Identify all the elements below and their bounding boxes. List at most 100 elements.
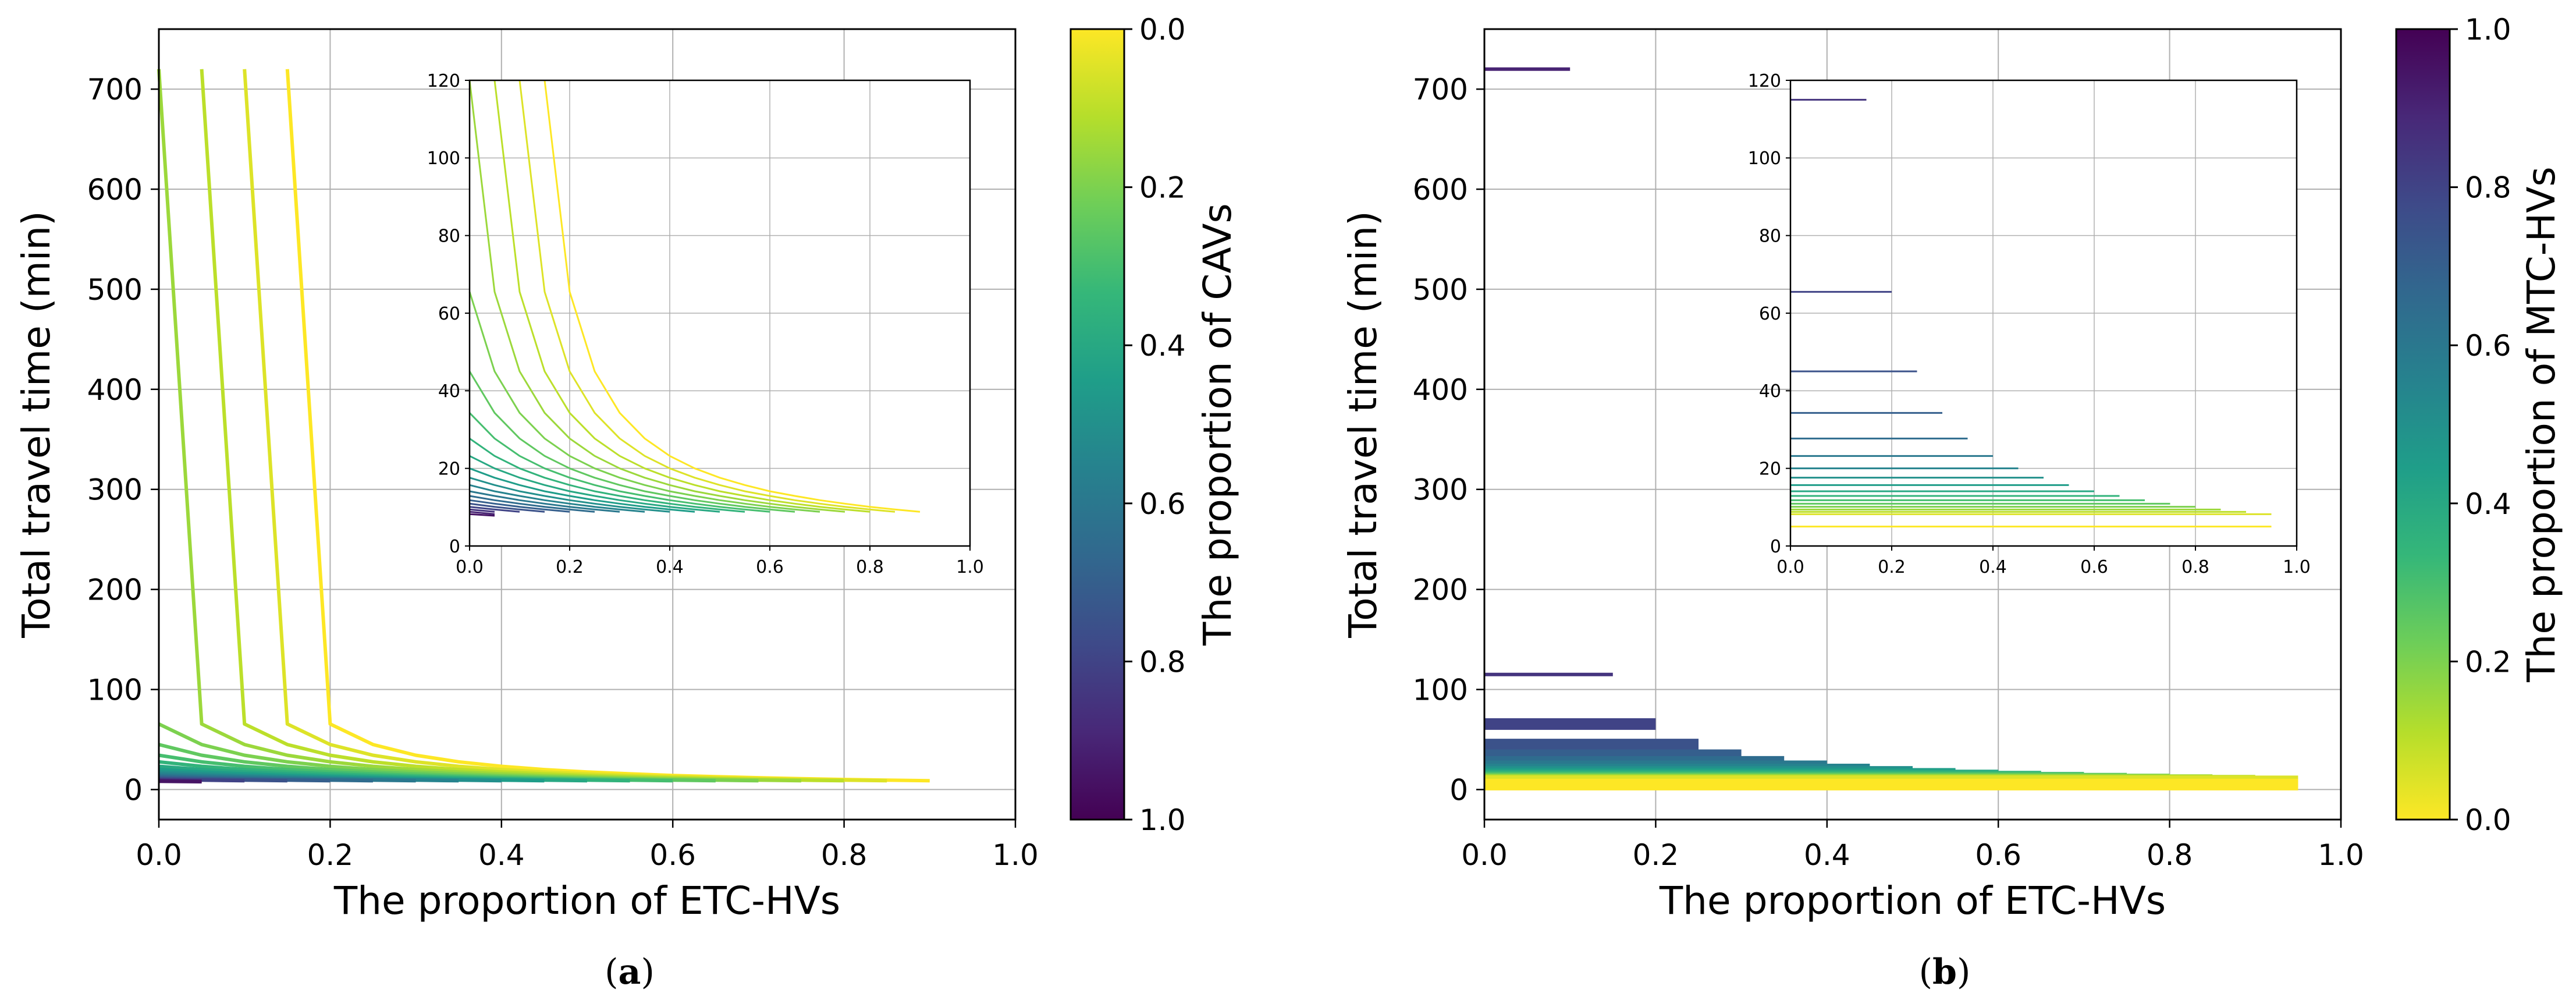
x-tick-label: 0.2 xyxy=(1878,557,1906,577)
colorbar-tick-label: 0.8 xyxy=(2465,171,2511,205)
x-tick-labels: 0.0 0.2 0.4 0.6 0.8 1.0 xyxy=(1461,820,2364,872)
y-tick-label: 60 xyxy=(438,304,460,324)
inset-x-tick-labels: 0.0 0.2 0.4 0.6 0.8 1.0 xyxy=(456,546,984,577)
colorbar-mtc-hvs: 0.0 0.2 0.4 0.6 0.8 1.0 The proportion of MTC… xyxy=(2395,13,2564,837)
x-tick-label: 1.0 xyxy=(956,557,984,577)
panel-caption-a: (a) xyxy=(605,952,655,992)
colorbar-tick-label: 0.4 xyxy=(1139,329,1186,363)
x-tick-label: 0.6 xyxy=(2080,557,2108,577)
colorbar-tick-label: 0.6 xyxy=(2465,329,2511,363)
y-tick-label: 120 xyxy=(427,71,460,91)
main-axes-frame xyxy=(158,28,1017,821)
y-tick-label: 20 xyxy=(1759,459,1781,479)
main-series-lines xyxy=(157,69,930,783)
x-tick-label: 0.0 xyxy=(136,838,182,872)
y-tick-label: 100 xyxy=(87,673,143,707)
y-tick-label: 400 xyxy=(87,373,143,407)
x-axis-label: The proportion of ETC-HVs xyxy=(333,878,840,923)
colorbar-label: The proportion of CAVs xyxy=(1195,203,1240,646)
x-tick-label: 1.0 xyxy=(2283,557,2311,577)
panel-caption-b: (b) xyxy=(1919,952,1971,992)
y-tick-label: 100 xyxy=(1748,148,1781,169)
inset-series-line xyxy=(469,499,570,513)
inset-series-line xyxy=(468,371,795,513)
inset-plot: 0.0 0.2 0.4 0.6 0.8 1.0 0 20 40 60 80 100 120 xyxy=(427,71,984,577)
x-tick-label: 0.4 xyxy=(478,838,525,872)
colorbar-tick-labels: 0.0 0.2 0.4 0.6 0.8 1.0 xyxy=(1124,13,1186,837)
x-tick-label: 0.6 xyxy=(1975,838,2021,872)
y-tick-label: 80 xyxy=(438,226,460,246)
y-tick-label: 0 xyxy=(1449,773,1468,807)
colorbar xyxy=(2395,28,2451,821)
inset-series-line xyxy=(469,455,720,513)
inset-y-tick-labels: 0 20 40 60 80 100 120 xyxy=(1748,71,1790,557)
y-tick-label: 300 xyxy=(87,473,143,507)
colorbar-tick-label: 0.2 xyxy=(1139,171,1186,205)
x-tick-label: 0.8 xyxy=(821,838,868,872)
y-tick-label: 40 xyxy=(1759,381,1781,402)
y-tick-label: 300 xyxy=(1413,473,1468,507)
colorbar-tick-label: 0.6 xyxy=(1139,487,1186,521)
inset-series-line xyxy=(469,484,645,513)
x-tick-label: 0.4 xyxy=(1804,838,1850,872)
inset-series-line xyxy=(469,510,495,515)
colorbar-tick-label: 0.0 xyxy=(2465,803,2511,837)
main-series-segments xyxy=(1484,67,2298,790)
inset-series-line xyxy=(469,506,520,513)
inset-series-line xyxy=(469,477,670,513)
series-line xyxy=(158,779,202,783)
x-tick-label: 0.0 xyxy=(456,557,484,577)
colorbar-tick-label: 0.4 xyxy=(2465,487,2511,521)
y-tick-label: 400 xyxy=(1413,373,1468,407)
y-axis-label: Total travel time (min) xyxy=(14,211,59,639)
x-axis-label: The proportion of ETC-HVs xyxy=(1659,878,2166,923)
colorbar-tick-label: 0.0 xyxy=(1139,13,1186,47)
y-tick-label: 20 xyxy=(438,459,460,479)
inset-series-segments xyxy=(1790,98,2272,528)
inset-series-line xyxy=(469,490,620,513)
colorbar-tick-label: 1.0 xyxy=(1139,803,1186,837)
y-tick-label: 600 xyxy=(87,173,143,207)
x-tick-label: 1.0 xyxy=(2318,838,2364,872)
inset-series-line xyxy=(469,438,745,513)
y-tick-label: 0 xyxy=(124,773,143,807)
inset-series-line xyxy=(493,80,870,513)
y-tick-label: 200 xyxy=(1413,573,1468,607)
y-tick-label: 500 xyxy=(1413,273,1468,307)
colorbar-label: The proportion of MTC-HVs xyxy=(2519,166,2564,683)
x-tick-label: 0.0 xyxy=(1461,838,1508,872)
colorbar xyxy=(1070,28,1125,821)
colorbar-tick-label: 1.0 xyxy=(2465,13,2511,47)
main-axes-frame xyxy=(1483,28,2342,821)
inset-series-line xyxy=(518,80,896,513)
y-tick-label: 0 xyxy=(1770,537,1781,557)
x-tick-label: 0.0 xyxy=(1776,557,1804,577)
y-tick-label: 500 xyxy=(87,273,143,307)
x-tick-label: 0.2 xyxy=(556,557,584,577)
y-tick-label: 100 xyxy=(1413,673,1468,707)
y-tick-label: 120 xyxy=(1748,71,1781,91)
x-tick-label: 0.8 xyxy=(2147,838,2193,872)
inset-series-lines xyxy=(468,80,921,517)
y-tick-label: 40 xyxy=(438,381,460,402)
y-tick-label: 600 xyxy=(1413,173,1468,207)
y-tick-label: 200 xyxy=(87,573,143,607)
x-tick-label: 0.8 xyxy=(2181,557,2209,577)
panel-b-segment-chart: 0.0 0.2 0.4 0.6 0.8 1.0 010020030040050060070… xyxy=(1341,13,2564,992)
panel-a-line-chart: 0.0 0.2 0.4 0.6 0.8 1.0 010020030040050060070… xyxy=(14,13,1240,992)
inset-y-tick-labels: 0 20 40 60 80 100 120 xyxy=(427,71,470,557)
y-tick-labels: 0 100 200 300 400 500 600 700 xyxy=(87,73,159,807)
inset-series-line xyxy=(468,412,770,513)
y-tick-label: 100 xyxy=(427,148,460,169)
x-tick-label: 0.6 xyxy=(756,557,784,577)
y-tick-labels: 0 100 200 300 400 500 600 700 xyxy=(1413,73,1484,807)
colorbar-tick-label: 0.2 xyxy=(2465,645,2511,679)
inset-series-line xyxy=(469,508,495,513)
inset-series-line xyxy=(468,291,820,513)
inset-series-line xyxy=(469,502,545,513)
colorbar-cavs: 0.0 0.2 0.4 0.6 0.8 1.0 The proportion of CAV… xyxy=(1070,13,1240,837)
y-axis-label: Total travel time (min) xyxy=(1341,211,1385,639)
inset-series-line xyxy=(468,80,845,513)
x-tick-label: 0.8 xyxy=(856,557,884,577)
